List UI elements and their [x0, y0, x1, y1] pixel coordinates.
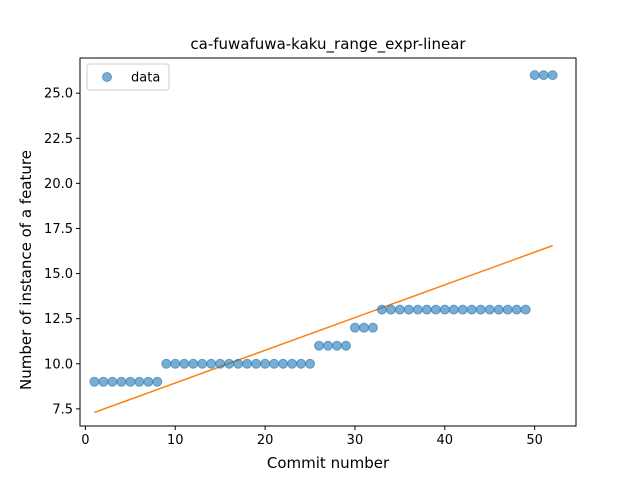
- data-point: [296, 358, 307, 369]
- data-point: [448, 304, 459, 315]
- data-point: [305, 358, 316, 369]
- x-tick-label: 30: [347, 433, 364, 448]
- legend-label-data: data: [131, 71, 160, 86]
- x-tick-label: 40: [437, 433, 454, 448]
- data-point: [412, 304, 423, 315]
- data-point: [269, 358, 280, 369]
- data-point: [125, 376, 136, 387]
- data-point: [520, 304, 531, 315]
- x-tick-label: 0: [81, 433, 89, 448]
- data-point: [511, 304, 522, 315]
- legend: data: [86, 63, 170, 91]
- data-point: [278, 358, 289, 369]
- data-point: [287, 358, 298, 369]
- data-point: [403, 304, 414, 315]
- data-point: [224, 358, 235, 369]
- axes: 0 10 20 30 40 50 7.5 10.0 12.5 15.0 17.5 20.0 22.5 25…: [44, 57, 577, 448]
- y-tick-label: 17.5: [44, 222, 73, 237]
- data-point: [394, 304, 405, 315]
- data-point: [197, 358, 208, 369]
- data-point: [385, 304, 396, 315]
- data-point: [538, 70, 549, 81]
- legend-box: [86, 63, 170, 91]
- data-point: [331, 340, 342, 351]
- data-point: [367, 322, 378, 333]
- plot-area: [89, 70, 558, 414]
- data-point: [161, 358, 172, 369]
- data-point: [179, 358, 190, 369]
- data-point: [215, 358, 226, 369]
- data-point: [98, 376, 109, 387]
- data-point: [358, 322, 369, 333]
- y-tick-label: 15.0: [44, 267, 73, 282]
- data-point: [376, 304, 387, 315]
- data-point: [349, 322, 360, 333]
- data-point: [170, 358, 181, 369]
- data-point: [143, 376, 154, 387]
- data-point: [430, 304, 441, 315]
- x-tick-label: 10: [167, 433, 184, 448]
- data-point: [323, 340, 333, 351]
- data-point: [116, 376, 127, 387]
- y-tick-label: 7.5: [52, 402, 73, 417]
- data-point: [466, 304, 477, 315]
- data-point: [493, 304, 504, 315]
- y-tick-label: 20.0: [44, 177, 73, 192]
- legend-marker-data: [102, 72, 112, 82]
- data-point: [547, 70, 558, 81]
- data-point: [340, 340, 351, 351]
- data-point: [188, 358, 199, 369]
- x-axis-label: Commit number: [267, 454, 390, 472]
- data-point: [152, 376, 163, 387]
- y-tick-label: 12.5: [44, 312, 73, 327]
- data-point: [134, 376, 145, 387]
- x-tick-label: 50: [526, 433, 543, 448]
- axes-frame: [79, 57, 577, 427]
- data-point: [242, 358, 253, 369]
- data-point: [484, 304, 495, 315]
- y-tick-label: 22.5: [44, 132, 73, 147]
- data-point: [421, 304, 432, 315]
- data-point: [439, 304, 450, 315]
- data-point: [314, 340, 325, 351]
- data-point: [233, 358, 244, 369]
- data-point: [206, 358, 217, 369]
- data-point: [251, 358, 262, 369]
- data-point: [89, 376, 100, 387]
- chart-title: ca-fuwafuwa-kaku_range_expr-linear: [190, 35, 466, 54]
- y-tick-label: 10.0: [44, 357, 73, 372]
- data-point: [502, 304, 513, 315]
- y-tick-label: 25.0: [44, 87, 73, 102]
- data-point: [475, 304, 486, 315]
- data-point: [457, 304, 468, 315]
- fit-line: [94, 244, 553, 414]
- x-tick-label: 20: [257, 433, 274, 448]
- y-axis-label: Number of instance of a feature: [17, 150, 35, 390]
- data-point: [260, 358, 271, 369]
- data-point: [529, 70, 540, 81]
- data-point: [107, 376, 118, 387]
